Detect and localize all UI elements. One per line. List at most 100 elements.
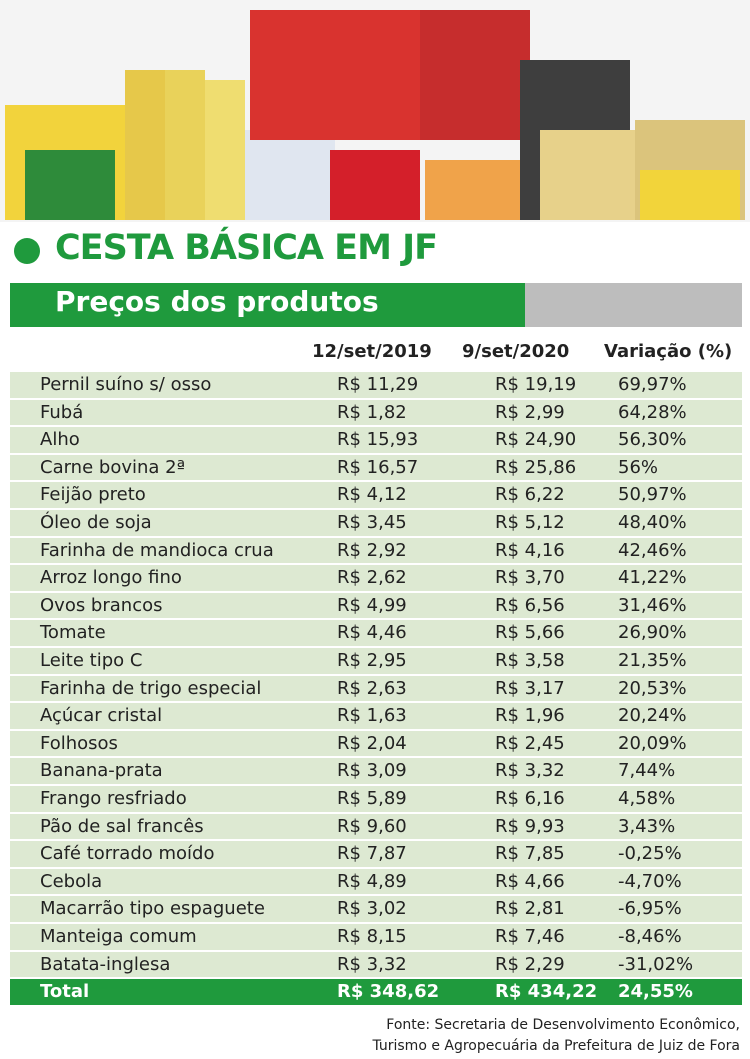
product-name: Café torrado moído	[40, 843, 215, 865]
product-name: Banana-prata	[40, 760, 163, 782]
table-cell: R$ 2,81	[495, 898, 565, 920]
total-cell: R$ 348,62	[337, 981, 440, 1003]
table-row	[10, 648, 742, 676]
title: CESTA BÁSICA EM JF	[55, 228, 438, 268]
product-name: Carne bovina 2ª	[40, 456, 186, 478]
product-name: Leite tipo C	[40, 650, 143, 671]
table-row	[10, 813, 742, 842]
table-row	[10, 427, 742, 455]
table-cell: R$ 11,29	[337, 374, 419, 395]
table-cell: R$ 2,62	[337, 567, 407, 589]
table-cell: 20,24%	[618, 705, 687, 727]
table-cell: R$ 9,60	[337, 815, 407, 837]
table-cell: R$ 2,95	[337, 650, 407, 671]
table-cell: 4,58%	[618, 788, 676, 809]
table-cell: R$ 25,86	[495, 456, 577, 478]
table-cell: 69,97%	[618, 374, 687, 395]
table-row	[10, 482, 742, 510]
table-cell: R$ 1,63	[337, 705, 407, 727]
table-cell: R$ 4,46	[337, 622, 407, 644]
product-name: Manteiga comum	[40, 926, 197, 947]
product-name: Óleo de soja	[40, 512, 152, 533]
product-name: Farinha de trigo especial	[40, 677, 262, 699]
subtitle: Preços dos produtos	[55, 285, 379, 318]
product-name: Batata-inglesa	[40, 953, 171, 975]
table-row	[10, 758, 742, 786]
table-cell: R$ 3,58	[495, 650, 565, 671]
table-cell: R$ 3,09	[337, 760, 407, 782]
table-cell: -4,70%	[618, 870, 682, 892]
table-cell: R$ 15,93	[337, 429, 419, 451]
table-cell: R$ 3,17	[495, 677, 565, 699]
table-cell: R$ 5,12	[495, 512, 565, 533]
product-name: Arroz longo fino	[40, 567, 182, 589]
total-row	[10, 979, 742, 1006]
table-cell: R$ 19,19	[495, 374, 577, 395]
column-header: Variação (%)	[604, 341, 733, 362]
table-cell: R$ 2,99	[495, 401, 565, 423]
table-cell: 20,53%	[618, 677, 687, 699]
table-row	[10, 730, 742, 759]
product-name: Frango resfriado	[40, 788, 187, 809]
subtitle-bar	[10, 283, 525, 327]
table-cell: R$ 7,85	[495, 843, 565, 865]
product-name: Fubá	[40, 401, 84, 423]
table-cell: R$ 3,45	[337, 512, 407, 533]
product-name: Feijão preto	[40, 484, 146, 506]
table-row	[10, 592, 742, 621]
table-cell: R$ 4,66	[495, 870, 565, 892]
table-cell: 42,46%	[618, 539, 687, 561]
table-row	[10, 951, 742, 980]
column-header: 9/set/2020	[462, 341, 570, 362]
table-row	[10, 454, 742, 483]
table-cell: 21,35%	[618, 650, 687, 671]
table-row	[10, 565, 742, 593]
table-cell: -6,95%	[618, 898, 682, 920]
table-cell: R$ 4,89	[337, 870, 407, 892]
product-name: Açúcar cristal	[40, 705, 163, 727]
table-cell: R$ 2,29	[495, 953, 565, 975]
table-cell: R$ 5,66	[495, 622, 565, 644]
table-cell: R$ 6,56	[495, 594, 565, 616]
table-cell: R$ 6,22	[495, 484, 565, 506]
table-cell: R$ 4,12	[337, 484, 407, 506]
table-cell: R$ 3,02	[337, 898, 407, 920]
subtitle-bar-end	[525, 283, 742, 327]
table-row	[10, 703, 742, 731]
total-cell: Total	[40, 981, 90, 1003]
table-cell: R$ 3,70	[495, 567, 565, 589]
table-cell: 41,22%	[618, 567, 687, 589]
table-cell: R$ 3,32	[337, 953, 407, 975]
table-cell: -0,25%	[618, 843, 682, 865]
table-cell: 3,43%	[618, 815, 676, 837]
table-cell: R$ 2,63	[337, 677, 407, 699]
table-cell: 64,28%	[618, 401, 687, 423]
table-cell: R$ 1,82	[337, 401, 407, 423]
table-cell: -31,02%	[618, 953, 694, 975]
product-name: Macarrão tipo espaguete	[40, 898, 265, 920]
source-note: Turismo e Agropecuária da Prefeitura de …	[372, 1038, 740, 1055]
table-cell: R$ 2,92	[337, 539, 407, 561]
table-cell: 31,46%	[618, 594, 687, 616]
table-cell: R$ 7,46	[495, 926, 565, 947]
product-name: Farinha de mandioca crua	[40, 539, 274, 561]
table-row	[10, 620, 742, 648]
table-cell: R$ 4,99	[337, 594, 407, 616]
table-cell: R$ 2,45	[495, 732, 565, 754]
table-cell: -8,46%	[618, 926, 682, 947]
table-row	[10, 786, 742, 814]
table-cell: 56,30%	[618, 429, 687, 451]
product-name: Alho	[40, 429, 80, 451]
table-cell: R$ 24,90	[495, 429, 577, 451]
table-row	[10, 372, 742, 400]
table-cell: 56%	[618, 456, 659, 478]
table-cell: R$ 2,04	[337, 732, 407, 754]
table-row	[10, 868, 742, 897]
table-cell: 50,97%	[618, 484, 687, 506]
total-cell: 24,55%	[618, 981, 693, 1003]
table-row	[10, 924, 742, 952]
table-row	[10, 399, 742, 428]
table-cell: R$ 5,89	[337, 788, 407, 809]
table-cell: R$ 9,93	[495, 815, 565, 837]
